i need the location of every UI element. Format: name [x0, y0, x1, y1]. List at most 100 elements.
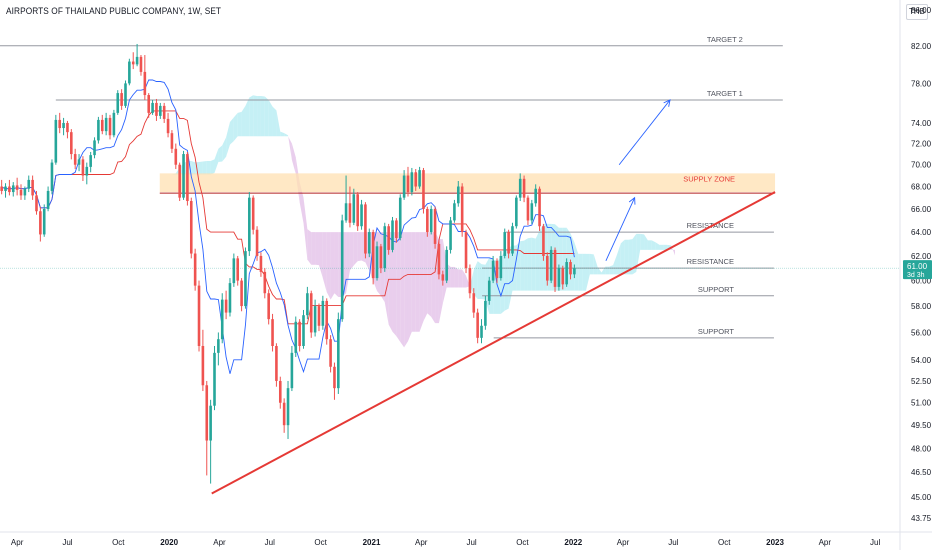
- cloud-segment: [647, 240, 652, 250]
- candle: [42, 204, 46, 237]
- candle: [356, 192, 359, 231]
- cloud-segment: [307, 229, 312, 265]
- candle: [271, 313, 274, 352]
- candle-body: [186, 154, 189, 202]
- candle: [302, 309, 305, 349]
- candles: [0, 43, 576, 484]
- candle: [178, 162, 181, 202]
- cloud-segment: [152, 175, 157, 200]
- candle-body: [441, 274, 445, 281]
- x-tick-label: Jul: [62, 538, 72, 547]
- candle-body: [414, 172, 418, 187]
- candle: [573, 264, 576, 279]
- candle: [294, 316, 298, 358]
- y-tick-label: 52.50: [911, 377, 932, 386]
- candle: [344, 175, 348, 223]
- candle: [530, 199, 534, 224]
- projection-arrowhead: [628, 196, 636, 205]
- candle: [348, 186, 352, 228]
- x-tick-label: 2022: [564, 538, 582, 547]
- ascending-trendline[interactable]: [211, 191, 776, 495]
- candle-body: [317, 306, 321, 326]
- cloud-segment: [137, 194, 141, 208]
- candle-body: [251, 197, 255, 230]
- candle: [228, 278, 232, 317]
- candle: [174, 143, 178, 170]
- candle-body: [128, 61, 131, 84]
- cloud-segment: [616, 243, 621, 275]
- candle-body: [306, 293, 309, 316]
- candle-body: [294, 321, 298, 353]
- supply-zone-label: SUPPLY ZONE: [683, 174, 735, 183]
- conversion-line: [1, 79, 575, 374]
- candle: [267, 289, 270, 325]
- cloud-segment: [303, 197, 308, 260]
- candle-body: [503, 232, 507, 256]
- candle-body: [174, 148, 178, 165]
- candle-body: [120, 93, 123, 106]
- cloud-segment: [299, 182, 304, 224]
- cloud-segment: [520, 240, 525, 291]
- cloud-segment: [423, 232, 428, 322]
- candle: [387, 223, 390, 255]
- candle-body: [515, 197, 518, 227]
- candle-body: [375, 246, 379, 279]
- x-axis[interactable]: Apr Jul Oct 2020 Apr Jul Oct 2021 Apr Jul Oct 2022 A…: [0, 531, 932, 547]
- candle-body: [456, 186, 460, 204]
- candle-body: [391, 220, 394, 250]
- candle: [259, 252, 263, 277]
- currency-button[interactable]: THB: [906, 4, 928, 20]
- candle: [464, 229, 468, 274]
- supply-zone-rect[interactable]: [159, 173, 776, 193]
- price-badge-value: 61.00: [907, 262, 928, 271]
- cloud-segment: [117, 187, 122, 189]
- cloud-segment: [469, 270, 474, 295]
- cloud-segment: [458, 269, 463, 288]
- candle: [112, 109, 116, 138]
- candle: [395, 218, 398, 243]
- candle: [205, 380, 209, 476]
- level-label: TARGET 1: [707, 89, 743, 98]
- candle-body: [426, 208, 429, 233]
- candle-body: [228, 283, 232, 313]
- cloud-segment: [291, 143, 296, 174]
- candle: [321, 295, 325, 330]
- candle-body: [244, 251, 247, 307]
- candle-body: [73, 154, 77, 165]
- cloud-segment: [589, 253, 594, 275]
- candle-body: [35, 195, 38, 212]
- candle: [131, 52, 135, 70]
- projection-arrows[interactable]: [605, 99, 671, 261]
- candle: [147, 93, 151, 118]
- candle-body: [131, 61, 135, 65]
- level-label: TARGET 2: [707, 35, 743, 44]
- candle-body: [278, 380, 282, 403]
- candle: [120, 89, 123, 110]
- candle: [561, 265, 565, 290]
- y-tick-label: 66.00: [911, 205, 932, 214]
- candle-body: [360, 204, 363, 227]
- candle: [309, 290, 313, 338]
- cloud-segment: [268, 99, 273, 137]
- cloud-segment: [346, 232, 350, 294]
- candle-body: [151, 102, 154, 113]
- cloud-segment: [218, 145, 223, 163]
- candle: [352, 188, 356, 226]
- candle: [100, 114, 104, 135]
- candle: [263, 268, 267, 299]
- cloud-segment: [400, 232, 405, 348]
- candle: [557, 264, 561, 291]
- cloud-segment: [624, 239, 629, 275]
- candle: [460, 183, 464, 237]
- y-axis[interactable]: 86.00 82.00 78.00 74.00 72.00 70.00 68.00 66.00…: [899, 0, 932, 550]
- cloud-segment: [431, 232, 436, 324]
- candle-body: [364, 204, 367, 254]
- candle: [108, 114, 112, 140]
- candle: [232, 253, 236, 287]
- candle: [124, 80, 127, 108]
- candle: [151, 99, 154, 115]
- candle: [418, 166, 421, 189]
- candle-body: [282, 402, 286, 426]
- candle-body: [542, 226, 545, 256]
